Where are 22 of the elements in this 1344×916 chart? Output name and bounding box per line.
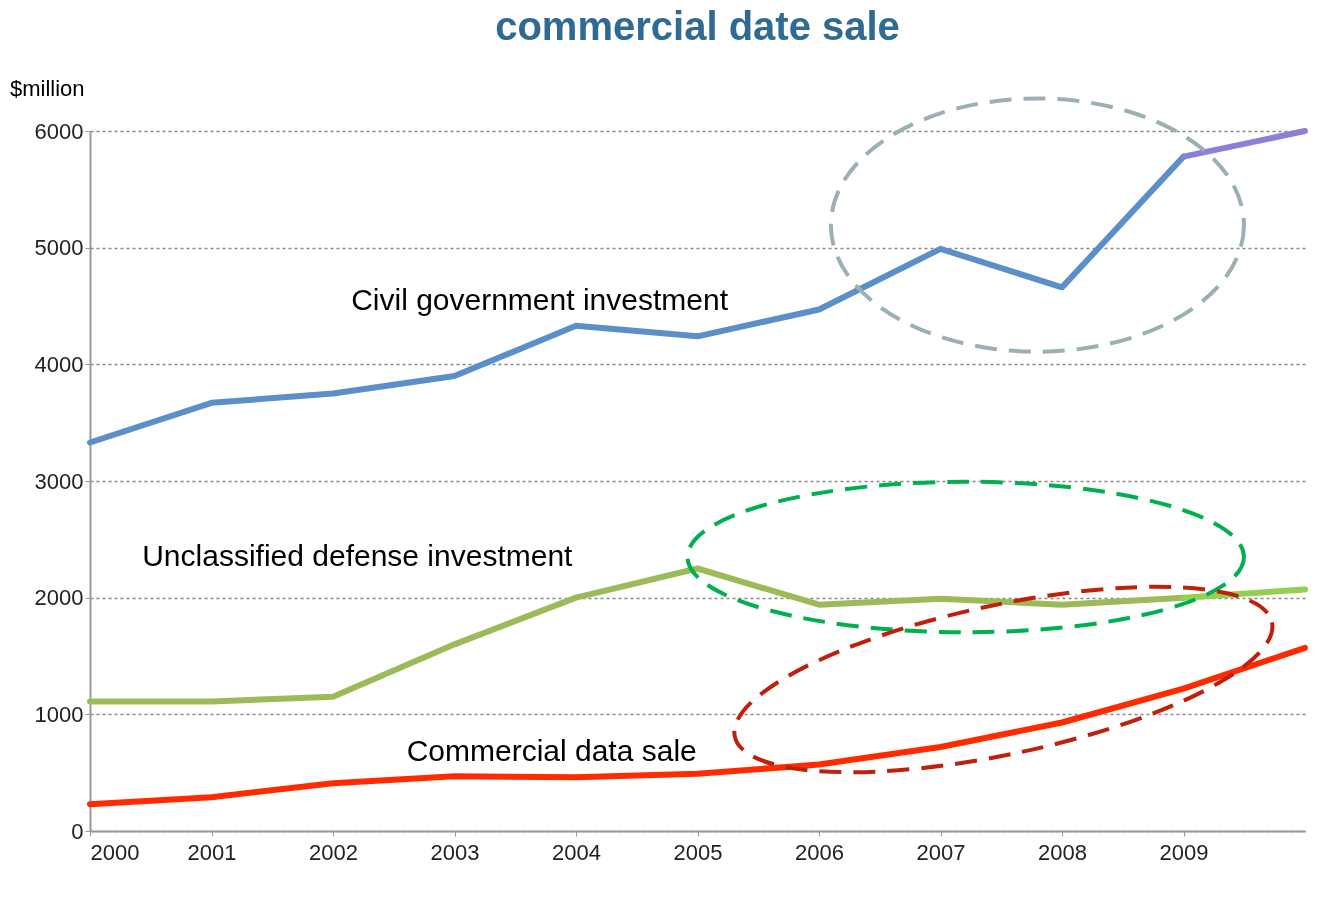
y-tick-label: 4000 [34, 351, 84, 377]
x-tick-label: 2008 [1038, 839, 1087, 865]
x-tick-label: 2005 [673, 839, 723, 865]
x-tick-label: 2003 [430, 839, 480, 865]
chart-title: commercial date sale [495, 4, 900, 48]
series-label: Commercial data sale [406, 733, 697, 767]
x-tick-label: 2001 [187, 839, 237, 865]
y-tick-label: 1000 [34, 701, 84, 727]
y-tick-label: 6000 [34, 118, 84, 144]
x-tick-label: 2004 [552, 839, 601, 865]
y-axis-title: $million [10, 76, 85, 101]
x-tick-label: 2002 [309, 839, 358, 865]
y-tick-label: 3000 [34, 468, 84, 494]
series-label: Unclassified defense investment [142, 538, 574, 572]
x-tick-label: 2009 [1159, 839, 1209, 865]
y-tick-label: 0 [71, 818, 84, 844]
series-label: Civil government investment [351, 283, 729, 317]
x-tick-label: 2006 [795, 839, 844, 865]
y-tick-label: 5000 [34, 235, 84, 261]
y-tick-label: 2000 [34, 585, 84, 611]
x-tick-label: 2000 [90, 839, 140, 865]
x-tick-label: 2007 [916, 839, 966, 865]
